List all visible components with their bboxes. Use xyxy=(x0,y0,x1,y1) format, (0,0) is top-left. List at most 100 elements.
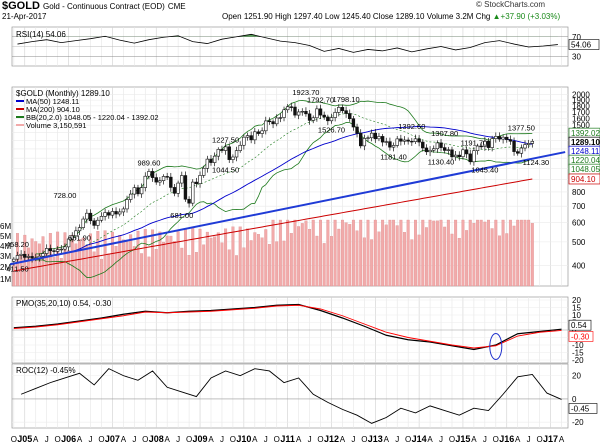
price-annotation: 1044.50 xyxy=(212,166,239,175)
candle-down xyxy=(209,158,213,163)
change-arrow-icon: ▲ xyxy=(492,12,501,21)
candle-up xyxy=(242,136,246,146)
x-tick-label: J07 xyxy=(105,434,120,444)
volume-bar xyxy=(194,252,198,287)
price-annotation: 1526.70 xyxy=(318,125,345,134)
volume-bar xyxy=(337,228,341,287)
volume-bar xyxy=(443,226,447,287)
candle-up xyxy=(234,150,239,158)
change-value: ▲+37.90 (+3.03%) xyxy=(493,12,561,21)
volume-value: 3.2M xyxy=(455,12,474,21)
candle-up xyxy=(118,211,122,215)
candle-up xyxy=(296,111,301,116)
rsi-last-box xyxy=(568,39,600,50)
candle-up xyxy=(26,256,31,258)
pmo-title: PMO(35,20,10) 0.54, -0.30 xyxy=(16,299,112,308)
volume-bar xyxy=(479,219,483,287)
candle-down xyxy=(114,211,118,215)
candle-up xyxy=(391,145,396,148)
x-tick-label: O xyxy=(230,435,236,444)
volume-bar xyxy=(81,237,85,287)
candle-up xyxy=(311,117,315,121)
x-tick-label: J09 xyxy=(193,434,208,444)
support-trendline xyxy=(9,151,566,266)
volume-bar xyxy=(399,219,403,287)
x-tick-label: O xyxy=(274,435,280,444)
volume-bar xyxy=(410,239,414,287)
candle-up xyxy=(475,145,480,152)
volume-bar xyxy=(344,222,348,287)
candle-down xyxy=(165,176,169,178)
pmo-axis-label: -15 xyxy=(572,349,584,358)
x-tick-label: A xyxy=(559,435,565,444)
candle-up xyxy=(66,238,71,248)
candle-up xyxy=(231,156,235,160)
candle-up xyxy=(315,108,319,119)
candle-down xyxy=(351,118,356,128)
candle-down xyxy=(307,113,312,121)
price-right-label: 1048.05 xyxy=(571,165,600,174)
volume-bar xyxy=(136,230,140,287)
volume-bar xyxy=(406,219,410,287)
high-value: 1297.40 xyxy=(293,12,323,21)
candle-up xyxy=(413,138,418,142)
candle-up xyxy=(132,187,137,195)
candle-down xyxy=(249,135,253,141)
volume-axis-label: 3M xyxy=(0,252,11,261)
candle-down xyxy=(48,248,53,252)
volume-axis-label: 5M xyxy=(0,232,11,241)
volume-bar xyxy=(253,232,257,287)
x-tick-label: A xyxy=(77,435,83,444)
volume-bar xyxy=(355,230,359,287)
candle-up xyxy=(530,141,535,144)
candle-down xyxy=(136,187,140,195)
volume-bar xyxy=(198,228,202,287)
candle-down xyxy=(359,133,363,147)
candle-up xyxy=(501,136,505,140)
candle-up xyxy=(176,182,180,194)
candle-down xyxy=(322,114,326,118)
candle-up xyxy=(472,150,476,163)
volume-bar xyxy=(96,230,100,287)
price-axis-label: 1600 xyxy=(572,114,590,123)
brand-watermark: © StockCharts.com xyxy=(476,0,546,9)
volume-bar xyxy=(304,220,308,287)
ohlc-readout: Open 1251.90 High 1297.40 Low 1245.40 Cl… xyxy=(222,12,560,21)
volume-bar xyxy=(169,235,173,287)
candle-up xyxy=(103,212,107,217)
volume-bar xyxy=(530,223,534,287)
legend-entry: BB(20,2.0) 1048.05 - 1220.04 - 1392.02 xyxy=(26,113,159,122)
candle-down xyxy=(92,220,96,226)
candle-down xyxy=(421,141,425,149)
candle-up xyxy=(523,144,527,149)
x-tick-label: J16 xyxy=(499,434,514,444)
candle-down xyxy=(88,212,93,222)
x-tick-label: J11 xyxy=(280,434,295,444)
rsi-line xyxy=(17,33,558,53)
price-right-label: 1392.02 xyxy=(571,129,600,138)
candle-up xyxy=(180,175,184,184)
x-tick-label: A xyxy=(165,435,171,444)
candle-down xyxy=(508,139,513,142)
volume-bar xyxy=(220,242,224,287)
low-label: Low xyxy=(324,12,340,21)
ma50-line xyxy=(50,126,533,256)
volume-bar xyxy=(424,227,428,287)
symbol-title: $GOLD Gold - Continuous Contract (EOD) C… xyxy=(2,0,186,12)
volume-bar xyxy=(392,219,396,287)
volume-bar xyxy=(103,230,107,287)
volume-bar xyxy=(209,237,213,287)
candle-down xyxy=(497,136,502,140)
candle-up xyxy=(402,139,407,142)
volume-bar xyxy=(483,221,487,287)
volume-bar xyxy=(121,239,125,287)
volume-bar xyxy=(227,249,231,287)
pmo-crossover-circle xyxy=(489,333,503,360)
candle-down xyxy=(388,141,392,148)
x-tick-label: O xyxy=(11,435,17,444)
volume-bar xyxy=(37,243,41,287)
candle-up xyxy=(143,175,147,188)
price-annotation: 1377.50 xyxy=(508,123,535,132)
